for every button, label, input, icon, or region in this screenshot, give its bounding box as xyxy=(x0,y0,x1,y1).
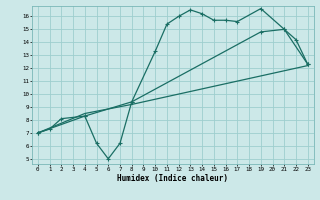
X-axis label: Humidex (Indice chaleur): Humidex (Indice chaleur) xyxy=(117,174,228,183)
